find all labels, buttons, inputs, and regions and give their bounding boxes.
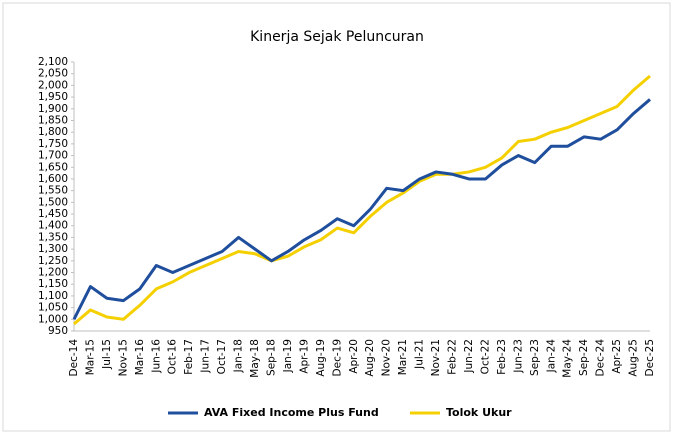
x-tick-label: Dec-25 xyxy=(644,339,656,376)
y-tick-label: 1,500 xyxy=(38,196,68,208)
y-tick-label: 1,850 xyxy=(38,114,68,126)
y-tick-label: 1,100 xyxy=(38,290,68,302)
x-tick-label: Feb-17 xyxy=(183,339,195,375)
x-tick-label: Sep-18 xyxy=(265,339,277,376)
series-line xyxy=(72,98,651,320)
y-tick-label: 1,800 xyxy=(38,126,68,138)
x-tick-label: Sep-24 xyxy=(578,339,590,376)
y-tick-label: 1,600 xyxy=(38,173,68,185)
y-tick-label: 2,000 xyxy=(38,79,68,91)
y-tick-label: 1,550 xyxy=(38,185,68,197)
x-tick-label: May-24 xyxy=(562,339,574,378)
x-tick-label: Mar-21 xyxy=(397,339,409,375)
y-tick-label: 1,200 xyxy=(38,267,68,279)
y-tick-label: 2,050 xyxy=(38,68,68,80)
y-tick-label: 1,050 xyxy=(38,302,68,314)
y-tick-label: 1,350 xyxy=(38,231,68,243)
x-tick-label: Mar-16 xyxy=(134,339,146,376)
y-tick-label: 1,750 xyxy=(38,138,68,150)
x-tick-label: Apr-20 xyxy=(348,339,360,374)
y-tick-label: 1,400 xyxy=(38,220,68,232)
y-tick-label: 1,700 xyxy=(38,150,68,162)
y-tick-label: 1,950 xyxy=(38,91,68,103)
x-tick-label: Jan-19 xyxy=(282,339,294,373)
y-tick-label: 1,150 xyxy=(38,278,68,290)
x-tick-label: Feb-22 xyxy=(447,339,459,375)
x-tick-label: Jun-16 xyxy=(150,339,162,374)
x-tick-label: Oct-17 xyxy=(216,339,228,374)
x-tick-label: Dec-19 xyxy=(331,339,343,376)
x-tick-label: Oct-16 xyxy=(167,339,179,375)
y-tick-label: 1,450 xyxy=(38,208,68,220)
y-tick-label: 1,300 xyxy=(38,243,68,255)
y-tick-label: 1,250 xyxy=(38,255,68,267)
x-tick-label: Feb-23 xyxy=(496,339,508,375)
chart-title: Kinerja Sejak Peluncuran xyxy=(250,29,424,45)
x-tick-label: Nov-15 xyxy=(117,339,129,376)
x-tick-label: Jul-15 xyxy=(101,339,113,370)
legend-label: AVA Fixed Income Plus Fund xyxy=(204,406,379,419)
x-tick-label: Oct-22 xyxy=(479,339,491,374)
x-tick-label: Apr-19 xyxy=(298,339,310,374)
x-tick-label: Nov-20 xyxy=(381,339,393,376)
y-tick-label: 1,000 xyxy=(38,313,68,325)
x-tick-label: Sep-23 xyxy=(529,339,541,376)
x-tick-label: Aug-25 xyxy=(628,339,640,377)
x-tick-label: Jul-21 xyxy=(414,339,426,370)
legend-label: Tolok Ukur xyxy=(446,406,512,419)
x-tick-label: Jan-18 xyxy=(233,339,245,373)
x-tick-label: Dec-24 xyxy=(595,339,607,377)
y-tick-label: 1,650 xyxy=(38,161,68,173)
x-tick-label: Mar-15 xyxy=(84,339,96,375)
y-tick-label: 2,100 xyxy=(38,56,68,68)
y-tick-label: 1,900 xyxy=(38,103,68,115)
x-tick-label: Jun-23 xyxy=(512,339,524,374)
x-tick-label: Aug-20 xyxy=(364,339,376,377)
y-tick-label: 950 xyxy=(48,325,68,337)
series-line xyxy=(73,74,651,326)
x-tick-label: Jun-22 xyxy=(463,339,475,374)
x-tick-label: Jun-17 xyxy=(200,339,212,374)
x-tick-label: Nov-21 xyxy=(430,339,442,376)
x-tick-label: Dec-14 xyxy=(68,339,80,377)
x-tick-label: Jan-24 xyxy=(545,339,557,374)
x-tick-label: May-18 xyxy=(249,339,261,378)
x-tick-label: Aug-19 xyxy=(315,339,327,377)
x-tick-label: Apr-25 xyxy=(611,339,623,374)
